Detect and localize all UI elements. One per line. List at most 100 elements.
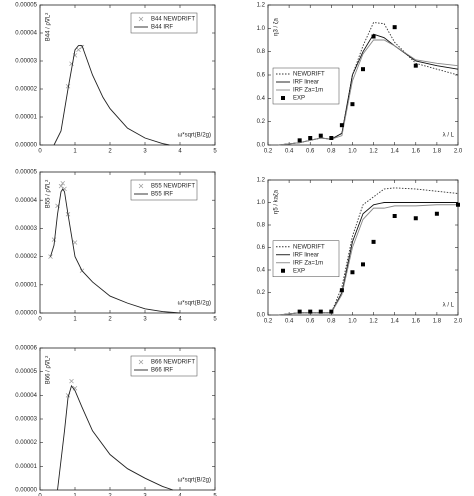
marker: [60, 181, 65, 186]
marker: [456, 202, 460, 207]
chart: 0 1 2 3 4 5 0.00000 0.00001 0.00002 0.00003 0.0000…: [15, 170, 217, 323]
x-tick-label: 0: [38, 494, 42, 496]
y-tick-label: 1.0: [257, 200, 266, 206]
marker: [350, 102, 355, 107]
legend-label: B44 IRF: [151, 25, 173, 31]
x-tick-label: 1.0: [348, 319, 357, 325]
x-tick-label: 1.2: [369, 149, 378, 155]
y-tick-label: 0.00004: [15, 393, 37, 399]
y-tick-label: 0.00006: [15, 346, 37, 352]
marker: [72, 385, 78, 391]
marker: [76, 47, 81, 53]
marker: [339, 288, 344, 293]
y-tick-label: 0.00004: [15, 31, 37, 37]
x-tick-label: 0.6: [306, 149, 315, 155]
marker: [297, 309, 302, 314]
x-tick-label: 1.2: [369, 319, 378, 325]
x-tick-label: 2.0: [454, 319, 463, 325]
marker: [361, 67, 365, 72]
legend-label: IRF linear: [293, 252, 319, 258]
y-tick-label: 1.2: [257, 3, 266, 9]
y-axis-label: η5 / kaζa: [274, 189, 280, 214]
legend-box: [130, 179, 198, 201]
legend-label: IRF Za=1m: [293, 260, 323, 266]
x-tick-label: 3: [143, 149, 147, 155]
legend-label: B44 NEWDRIFT: [151, 17, 195, 23]
x-tick-label: 3: [143, 494, 147, 496]
x-tick-label: 1.8: [433, 319, 442, 325]
y-axis-label: B44 / ρ∇L²: [45, 13, 52, 41]
chart: 0.2 0.4 0.6 0.8 1.0 1.2 1.4 1.6 1.8 2.00.00.20.40…: [257, 178, 463, 325]
x-axis-label: ω*sqrt(B/2g): [178, 301, 211, 307]
x-tick-label: 1.4: [390, 149, 399, 155]
x-tick-label: 4: [178, 317, 182, 323]
x-tick-label: 0.4: [285, 149, 294, 155]
y-tick-label: 0.00000: [15, 488, 37, 494]
legend-label: IRF linear: [293, 80, 319, 86]
x-tick-label: 2: [108, 494, 112, 496]
x-axis-label: ω*sqrt(B/2g): [178, 133, 211, 139]
marker: [297, 138, 302, 143]
legend-label: IRF Za=1m: [293, 88, 323, 94]
x-tick-label: 5: [213, 317, 217, 323]
chart: 0 1 2 3 4 5 0.00000 0.00001 0.00002 0.00003 0.0000…: [15, 3, 217, 155]
marker: [339, 123, 344, 128]
y-tick-label: 0.00005: [15, 3, 37, 9]
marker: [329, 309, 334, 314]
y-tick-label: 0.4: [257, 268, 266, 274]
y-tick-label: 0.2: [257, 290, 266, 296]
y-tick-label: 0.00001: [15, 115, 37, 121]
x-axis-label: ω*sqrt(B/2g): [178, 478, 211, 484]
y-tick-label: 1.2: [257, 178, 266, 184]
x-axis-label: λ / L: [443, 133, 455, 139]
x-tick-label: 0.8: [327, 149, 336, 155]
y-tick-label: 1.0: [257, 26, 266, 32]
marker: [329, 136, 334, 140]
marker: [434, 211, 439, 216]
y-tick-label: 0.0: [257, 143, 266, 149]
y-tick-label: 0.6: [257, 245, 266, 251]
x-tick-label: 0.2: [264, 319, 273, 325]
x-tick-label: 1.0: [348, 149, 357, 155]
y-axis-label: B55 / ρ∇L²: [45, 180, 52, 208]
x-tick-label: 1.6: [412, 149, 421, 155]
y-tick-label: 0.00003: [15, 59, 37, 65]
chart: 0.2 0.4 0.6 0.8 1.0 1.2 1.4 1.6 1.8 2.00.00.20.40…: [257, 3, 463, 155]
x-tick-label: 0: [38, 149, 42, 155]
y-tick-label: 0.00000: [15, 311, 37, 317]
marker: [413, 216, 418, 221]
x-tick-label: 0.6: [306, 319, 315, 325]
legend-box: [130, 355, 198, 377]
y-tick-label: 0.00002: [15, 87, 37, 93]
marker: [72, 240, 78, 245]
y-tick-label: 0.00001: [15, 282, 37, 288]
legend-swatch: [281, 268, 285, 273]
x-tick-label: 0: [38, 317, 42, 323]
y-tick-label: 0.00005: [15, 369, 37, 375]
marker: [58, 183, 64, 189]
y-tick-label: 0.00003: [15, 417, 37, 423]
x-tick-label: 0.4: [285, 319, 294, 325]
marker: [371, 239, 376, 244]
marker: [51, 237, 57, 242]
legend-label: EXP: [293, 96, 305, 102]
legend-label: NEWDRIFT: [293, 72, 325, 78]
x-axis-label: λ / L: [443, 303, 455, 309]
x-tick-label: 0.8: [327, 319, 336, 325]
y-tick-label: 0.00005: [15, 170, 37, 176]
legend-label: B55 NEWDRIFT: [151, 184, 195, 190]
x-tick-label: 4: [178, 494, 182, 496]
marker: [350, 270, 355, 275]
x-tick-label: 4: [178, 149, 182, 155]
x-tick-label: 1.8: [433, 149, 442, 155]
plot-frame: [39, 4, 216, 146]
y-tick-label: 0.2: [257, 119, 266, 125]
marker: [371, 34, 376, 39]
marker: [392, 214, 397, 218]
y-axis-label: B66 / ρ∇L²: [45, 356, 52, 384]
y-tick-label: 0.4: [257, 96, 266, 102]
y-tick-label: 0.00001: [15, 464, 37, 470]
y-tick-label: 0.8: [257, 49, 266, 55]
marker: [308, 309, 313, 314]
